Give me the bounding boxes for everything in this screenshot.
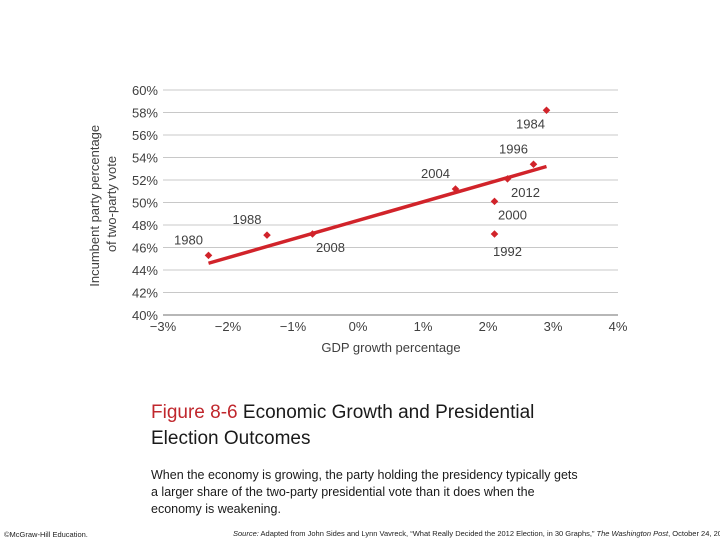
data-point-1992 xyxy=(490,230,499,238)
y-tick-label: 54% xyxy=(132,151,158,166)
y-axis-title-line-2: of two-party vote xyxy=(104,156,119,252)
source-text: Adapted from John Sides and Lynn Vavreck… xyxy=(258,529,597,538)
data-point-2000 xyxy=(490,197,499,206)
data-label-1988: 1988 xyxy=(233,212,262,227)
y-tick-label: 60% xyxy=(132,83,158,98)
y-tick-label: 40% xyxy=(132,308,158,323)
data-label-2000: 2000 xyxy=(498,207,527,222)
y-tick-label: 42% xyxy=(132,286,158,301)
figure-title: Economic Growth and Presidential Electio… xyxy=(151,402,535,449)
source-note: Source: Adapted from John Sides and Lynn… xyxy=(233,529,720,538)
y-tick-label: 56% xyxy=(132,128,158,143)
data-label-2012: 2012 xyxy=(511,185,540,200)
data-label-2004: 2004 xyxy=(421,166,450,181)
x-axis-ticks: −3% −2% −1% 0% 1% 2% 3% 4% xyxy=(150,319,628,334)
x-tick-label: 1% xyxy=(414,319,433,334)
source-prefix: Source: xyxy=(233,529,259,538)
y-tick-label: 50% xyxy=(132,196,158,211)
x-tick-label: −3% xyxy=(150,319,177,334)
data-label-1980: 1980 xyxy=(174,232,203,247)
x-tick-label: 4% xyxy=(609,319,628,334)
figure-number: Figure 8-6 xyxy=(151,402,238,423)
data-points: 1980 1988 2008 2004 1992 2000 2012 1996 1984 xyxy=(174,106,551,260)
y-tick-label: 58% xyxy=(132,106,158,121)
y-axis-title: Incumbent party percentage of two-party … xyxy=(87,121,119,287)
y-tick-label: 46% xyxy=(132,241,158,256)
source-publication: The Washington Post xyxy=(596,529,669,538)
y-tick-label: 52% xyxy=(132,173,158,188)
x-tick-label: 3% xyxy=(544,319,563,334)
data-point-1996 xyxy=(529,160,538,169)
data-point-2012 xyxy=(503,175,512,183)
data-point-2008 xyxy=(308,230,317,238)
figure-caption-title: Figure 8-6 Economic Growth and President… xyxy=(151,400,571,452)
copyright-notice: ©McGraw-Hill Education. xyxy=(4,530,88,539)
y-tick-label: 48% xyxy=(132,218,158,233)
trend-line xyxy=(208,164,547,265)
y-axis-ticks: 40% 42% 44% 46% 48% 50% 52% 54% 56% 58% 60% xyxy=(132,83,158,323)
x-tick-label: 0% xyxy=(349,319,368,334)
x-axis-title: GDP growth percentage xyxy=(321,340,460,355)
data-point-1988 xyxy=(263,231,271,239)
data-point-1984 xyxy=(542,106,551,115)
scatter-chart: 40% 42% 44% 46% 48% 50% 52% 54% 56% 58% 60% −3% −2%… xyxy=(87,83,628,355)
x-tick-label: −1% xyxy=(280,319,307,334)
data-label-1996: 1996 xyxy=(499,141,528,156)
y-axis-title-line-1: Incumbent party percentage xyxy=(87,125,102,287)
data-point-1980 xyxy=(204,251,213,260)
data-label-2008: 2008 xyxy=(316,240,345,255)
source-suffix: , October 24, 2013. xyxy=(668,529,720,538)
data-label-1984: 1984 xyxy=(516,116,545,131)
y-tick-label: 44% xyxy=(132,263,158,278)
x-tick-label: −2% xyxy=(215,319,242,334)
data-point-2004 xyxy=(451,185,460,193)
gridlines xyxy=(163,89,618,293)
figure-caption-body: When the economy is growing, the party h… xyxy=(151,468,578,516)
data-label-1992: 1992 xyxy=(493,244,522,259)
x-tick-label: 2% xyxy=(479,319,498,334)
